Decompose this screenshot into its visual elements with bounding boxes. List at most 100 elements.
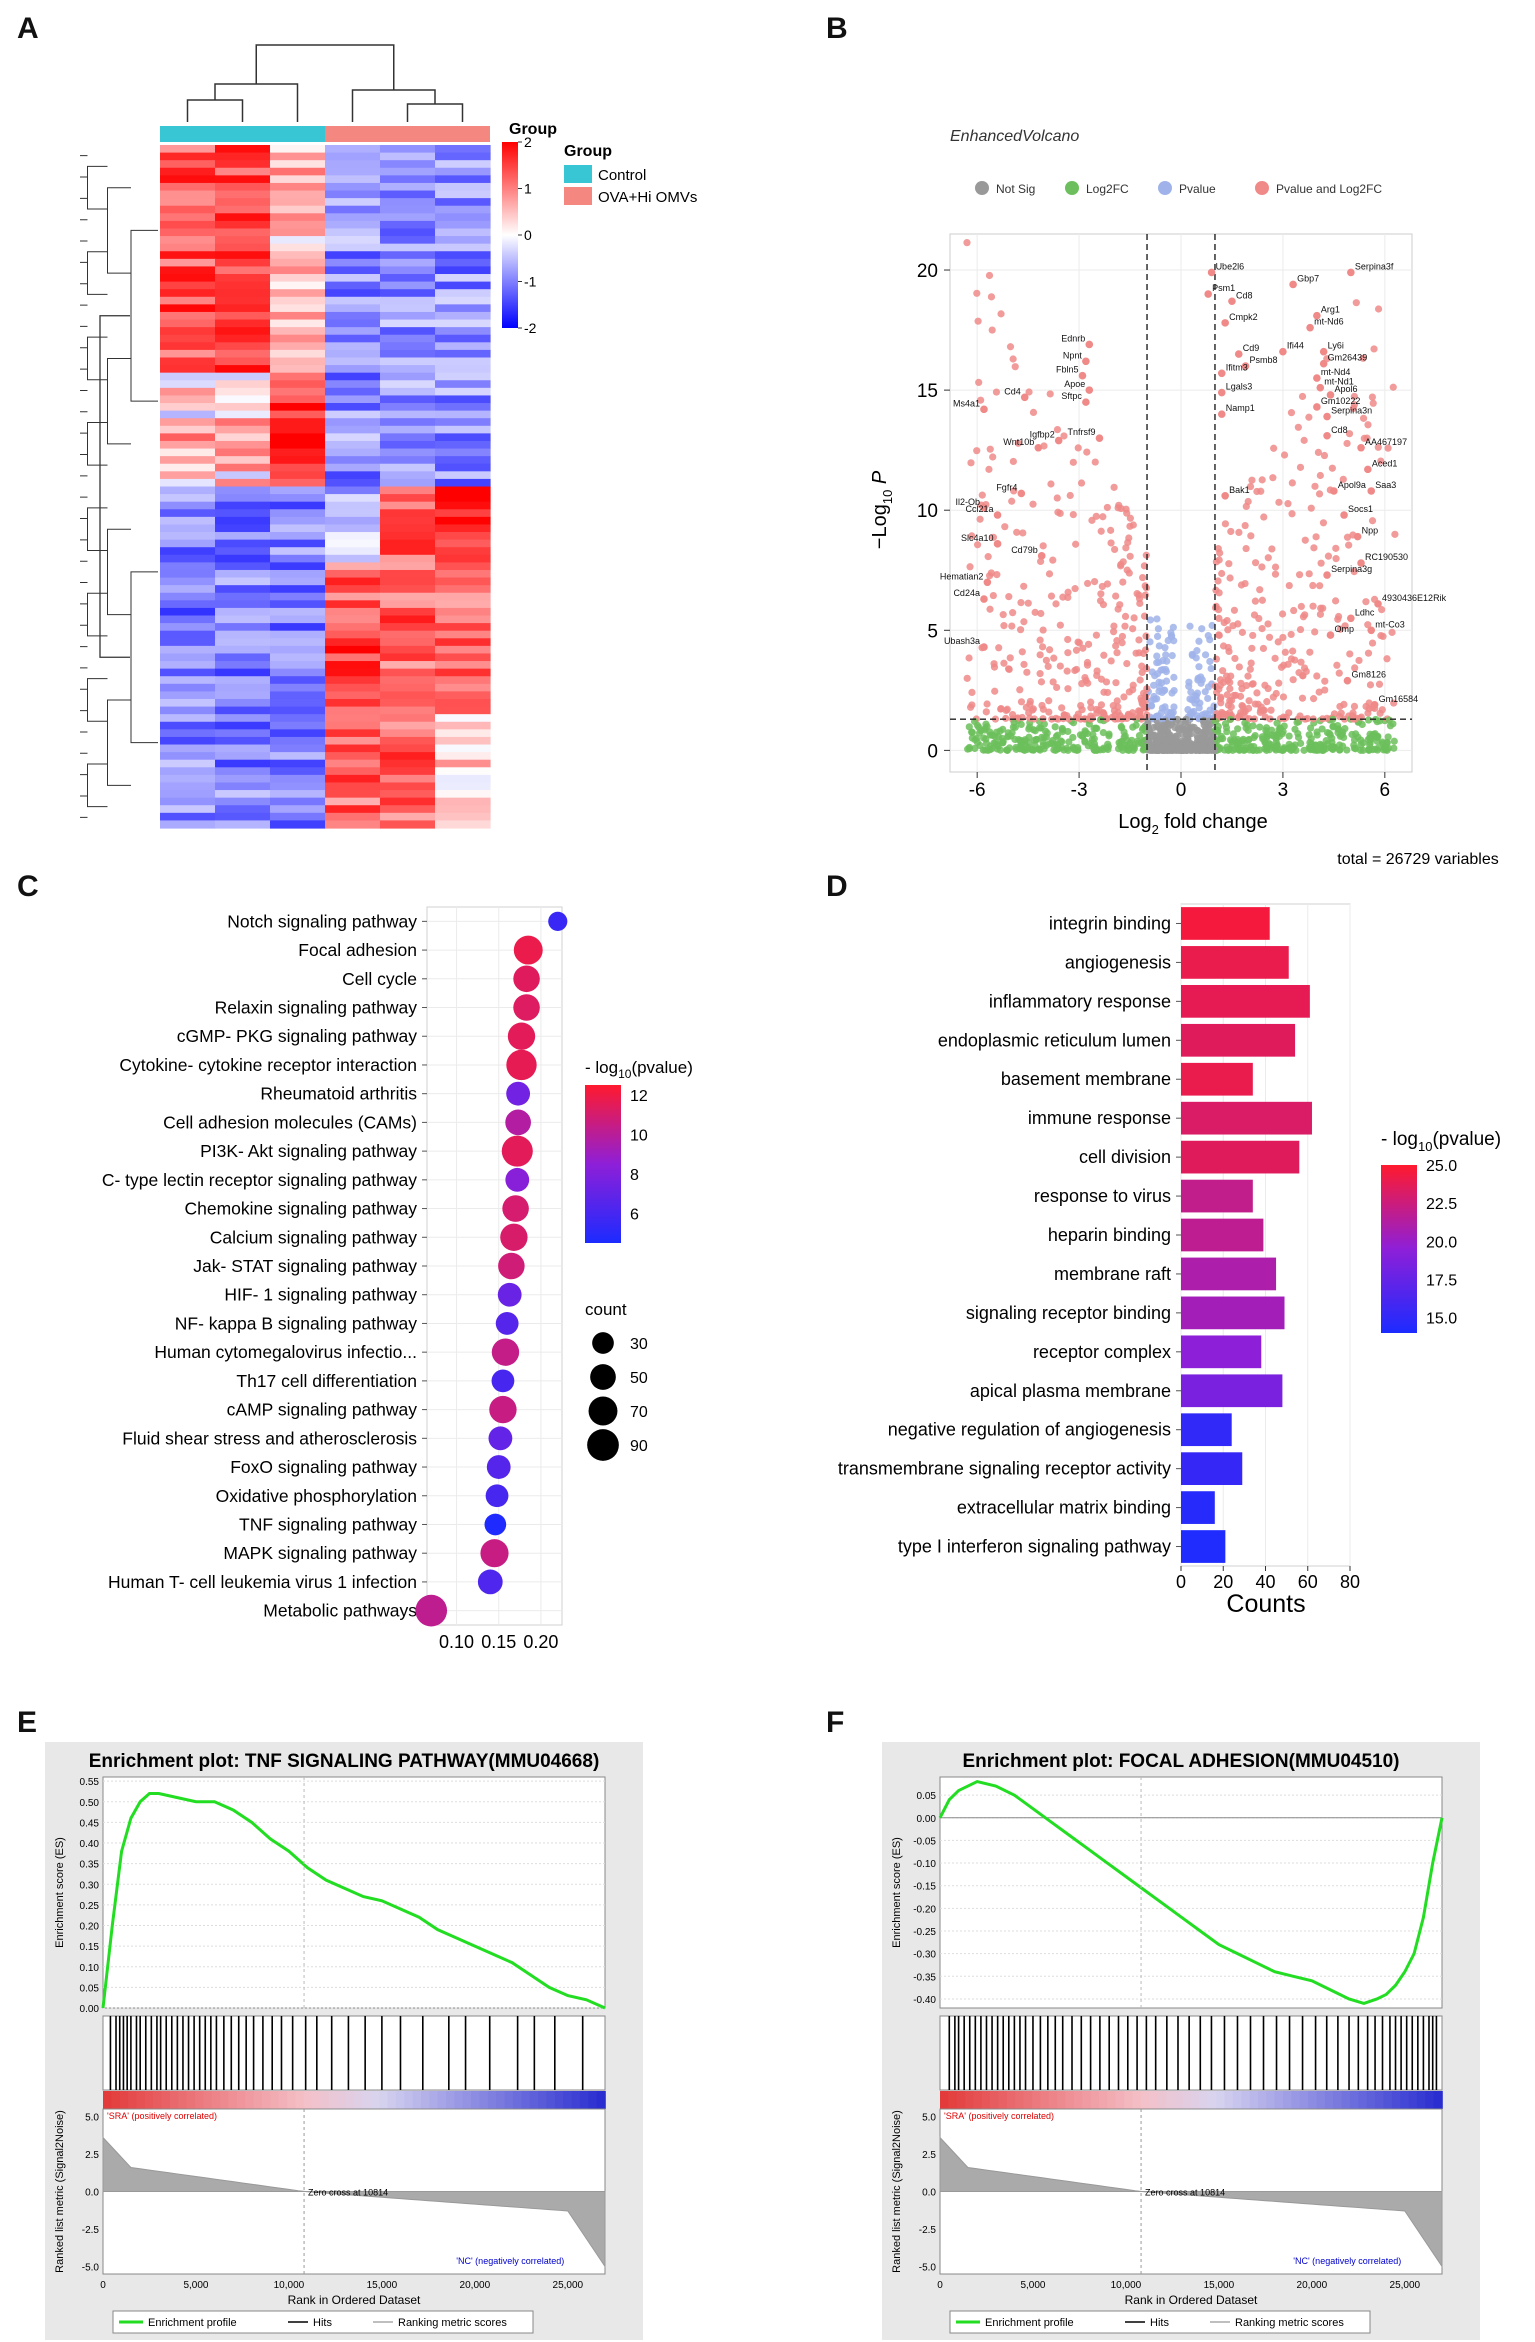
volcano-point bbox=[1001, 523, 1009, 531]
volcano-point bbox=[999, 611, 1007, 619]
volcano-point bbox=[1111, 545, 1119, 554]
volcano-point bbox=[1029, 500, 1037, 508]
volcano-point bbox=[1309, 581, 1317, 590]
volcano-point bbox=[1244, 497, 1252, 506]
volcano-point bbox=[1040, 442, 1048, 450]
heatmap-cell bbox=[215, 668, 271, 677]
heatmap-cell bbox=[435, 782, 491, 791]
dot-point bbox=[485, 1484, 509, 1508]
heatmap-cell bbox=[160, 767, 216, 776]
dendrogram-branch bbox=[186, 99, 244, 122]
heatmap-cell bbox=[160, 372, 216, 381]
heatmap-cell bbox=[215, 744, 271, 753]
heatmap-cell bbox=[435, 403, 491, 412]
volcano-point bbox=[1232, 691, 1240, 699]
volcano-labeled-point bbox=[1367, 487, 1376, 495]
bar bbox=[1181, 1335, 1262, 1369]
heatmap-cell bbox=[160, 152, 216, 161]
heatmap-cell bbox=[215, 706, 271, 715]
volcano-point bbox=[1204, 632, 1212, 640]
heatmap-cell bbox=[160, 342, 216, 351]
es-tick-label: 0.05 bbox=[917, 1791, 937, 1802]
heatmap-cell bbox=[325, 274, 381, 283]
rank-color-cell bbox=[940, 2091, 950, 2109]
volcano-point bbox=[1265, 739, 1273, 748]
heatmap-cell bbox=[325, 220, 381, 230]
rank-x-tick-label: 20,000 bbox=[460, 2280, 491, 2291]
volcano-point bbox=[1248, 644, 1256, 652]
volcano-point bbox=[1090, 577, 1099, 586]
volcano-point bbox=[1298, 392, 1307, 401]
volcano-point bbox=[1309, 602, 1317, 610]
volcano-point bbox=[1335, 669, 1343, 677]
volcano-point bbox=[1072, 646, 1081, 654]
volcano-point bbox=[992, 388, 1001, 396]
volcano-point bbox=[1152, 712, 1161, 720]
heatmap-cell bbox=[215, 721, 271, 730]
volcano-labeled-point bbox=[1319, 359, 1328, 368]
volcano-gene-label: Psm1 bbox=[1212, 283, 1235, 293]
rank-color-cell bbox=[178, 2091, 188, 2109]
volcano-point bbox=[1161, 644, 1169, 652]
heatmap-cell bbox=[270, 691, 326, 700]
rank-color-cell bbox=[496, 2091, 506, 2109]
volcano-point bbox=[1169, 623, 1177, 631]
heatmap-cell bbox=[380, 486, 436, 495]
dendrogram-branch bbox=[87, 251, 108, 295]
heatmap-cell bbox=[215, 797, 271, 806]
volcano-labeled-point bbox=[1082, 357, 1090, 366]
volcano-point bbox=[1053, 425, 1062, 434]
heatmap-cell bbox=[435, 213, 491, 222]
heatmap-cell bbox=[160, 706, 216, 715]
volcano-point bbox=[1159, 721, 1167, 729]
volcano-point bbox=[1307, 504, 1315, 512]
volcano-point bbox=[1224, 626, 1232, 634]
bar bbox=[1181, 1218, 1264, 1252]
volcano-point bbox=[1107, 657, 1115, 665]
gsea-plot-body: 0.050.00-0.05-0.10-0.15-0.20-0.25-0.30-0… bbox=[891, 1776, 1444, 2334]
heatmap-cell bbox=[380, 592, 436, 601]
heatmap-cell bbox=[325, 418, 381, 427]
heatmap-cell bbox=[380, 623, 436, 632]
group-bar-control bbox=[160, 126, 325, 142]
volcano-point bbox=[1334, 615, 1342, 623]
panel-letter-a: A bbox=[17, 12, 39, 45]
heatmap-cell bbox=[325, 516, 381, 526]
rank-color-cell bbox=[1232, 2091, 1242, 2109]
volcano-point bbox=[1267, 706, 1275, 714]
heatmap-cell bbox=[270, 266, 326, 275]
volcano-point bbox=[1285, 581, 1293, 590]
heatmap-cell bbox=[435, 501, 491, 510]
heatmap-cell bbox=[270, 311, 326, 321]
volcano-point bbox=[1017, 745, 1025, 753]
volcano-point bbox=[1258, 563, 1266, 571]
volcano-point bbox=[1265, 633, 1274, 641]
heatmap-cell bbox=[160, 592, 216, 601]
metric-tick-label: -2.5 bbox=[82, 2225, 100, 2236]
heatmap-cell bbox=[380, 145, 436, 154]
rank-color-cell bbox=[1416, 2091, 1427, 2109]
volcano-point bbox=[1331, 597, 1340, 605]
volcano-point bbox=[1008, 497, 1016, 505]
volcano-point bbox=[1132, 649, 1140, 657]
volcano-point bbox=[1007, 732, 1015, 740]
heatmap-cell bbox=[270, 509, 326, 518]
rank-x-tick-label: 0 bbox=[937, 2280, 943, 2291]
heatmap-cell bbox=[325, 698, 381, 708]
volcano-point bbox=[1097, 527, 1105, 535]
dot-point bbox=[507, 1022, 536, 1050]
volcano-point bbox=[1118, 743, 1126, 752]
volcano-gene-label: Cmpk2 bbox=[1229, 312, 1258, 322]
heatmap-cell bbox=[270, 607, 326, 617]
volcano-point bbox=[1008, 622, 1016, 630]
volcano-title: EnhancedVolcano bbox=[950, 128, 1079, 145]
dot-x-tick-label: 0.20 bbox=[523, 1632, 558, 1652]
heatmap-cell bbox=[380, 539, 436, 548]
row-dendrogram bbox=[80, 155, 158, 818]
volcano-point bbox=[1119, 578, 1127, 586]
volcano-point bbox=[1364, 716, 1373, 724]
rank-color-cell bbox=[395, 2091, 405, 2109]
heatmap-cell bbox=[435, 395, 491, 404]
heatmap-cell bbox=[160, 395, 216, 404]
volcano-gene-label: Cd8 bbox=[1236, 290, 1253, 300]
